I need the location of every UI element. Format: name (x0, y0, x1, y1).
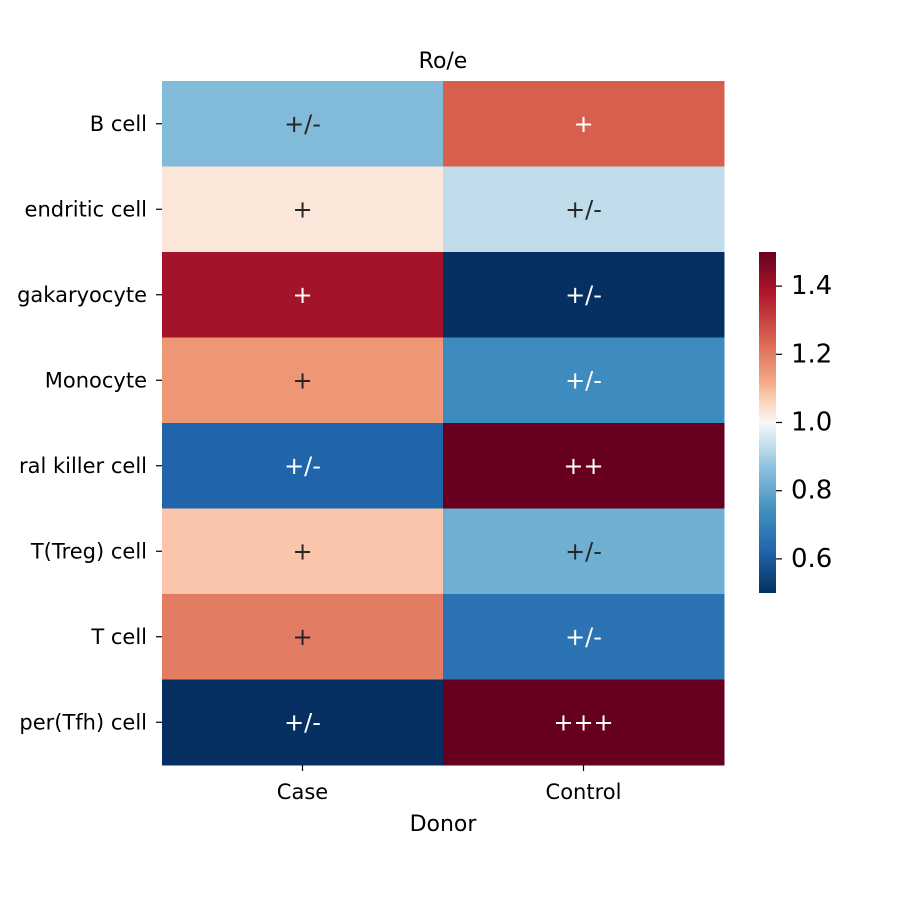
heatmap-cell (162, 252, 444, 338)
heatmap-cells (162, 81, 725, 766)
cell-annotation: + (292, 281, 312, 309)
cell-annotation: + (292, 366, 312, 394)
cell-annotation: +/- (565, 281, 602, 309)
heatmap-cell (162, 423, 444, 509)
cell-annotation: + (292, 623, 312, 651)
colorbar-tick-label: 1.4 (791, 271, 832, 301)
y-tick-label: gakaryocyte (17, 283, 147, 307)
heatmap-cell (443, 166, 725, 253)
y-tick-label: endritic cell (25, 197, 147, 221)
y-tick-label: Monocyte (45, 368, 147, 392)
heatmap-cell (443, 337, 725, 424)
x-axis-ticks: Case Control (277, 765, 622, 804)
y-tick-label: T(Treg) cell (30, 539, 147, 563)
cell-annotation: +/- (284, 708, 321, 736)
heatmap-cell (443, 252, 725, 338)
heatmap-cell (443, 81, 725, 167)
x-tick-label: Case (277, 780, 328, 804)
cell-annotation: +/- (565, 623, 602, 651)
heatmap-cell (443, 594, 725, 680)
heatmap-cell (162, 81, 444, 167)
y-tick-label: T cell (90, 625, 147, 649)
cell-annotation: + (292, 537, 312, 565)
cell-annotation: + (573, 110, 593, 138)
y-tick-label: per(Tfh) cell (19, 710, 147, 734)
colorbar-tick-label: 1.2 (791, 339, 832, 369)
chart-title: Ro/e (419, 49, 468, 74)
heatmap-cell (162, 508, 444, 595)
cell-annotation: ++ (563, 452, 603, 480)
colorbar-tick-label: 0.8 (791, 476, 832, 506)
heatmap-cell (443, 508, 725, 595)
x-axis-label: Donor (410, 812, 478, 837)
heatmap-cell (162, 166, 444, 253)
heatmap-cell (443, 679, 725, 766)
y-tick-label: B cell (90, 112, 147, 136)
y-axis-ticks: B cell endritic cell gakaryocyte Monocyte ra… (17, 112, 162, 734)
colorbar-tick-label: 1.0 (791, 408, 832, 438)
heatmap-cell (443, 423, 725, 509)
cell-annotation: +++ (553, 708, 613, 736)
cell-annotation: +/- (565, 195, 602, 223)
heatmap-cell (162, 679, 444, 766)
heatmap-cell (162, 594, 444, 680)
x-tick-label: Control (546, 780, 622, 804)
heatmap-cell (162, 337, 444, 424)
cell-annotation: +/- (565, 366, 602, 394)
cell-annotation: +/- (284, 110, 321, 138)
y-tick-label: ral killer cell (19, 454, 147, 478)
colorbar-ticks: 0.6 0.8 1.0 1.2 1.4 (776, 271, 832, 574)
cell-annotation: +/- (565, 537, 602, 565)
cell-annotation: +/- (284, 452, 321, 480)
cell-annotations: +/- ++ +/-+ +/-+ +/-+/- +++ +/-+ +/-+/- +++ (284, 110, 614, 737)
cell-annotation: + (292, 195, 312, 223)
colorbar (759, 252, 776, 593)
colorbar-tick-label: 0.6 (791, 544, 832, 574)
